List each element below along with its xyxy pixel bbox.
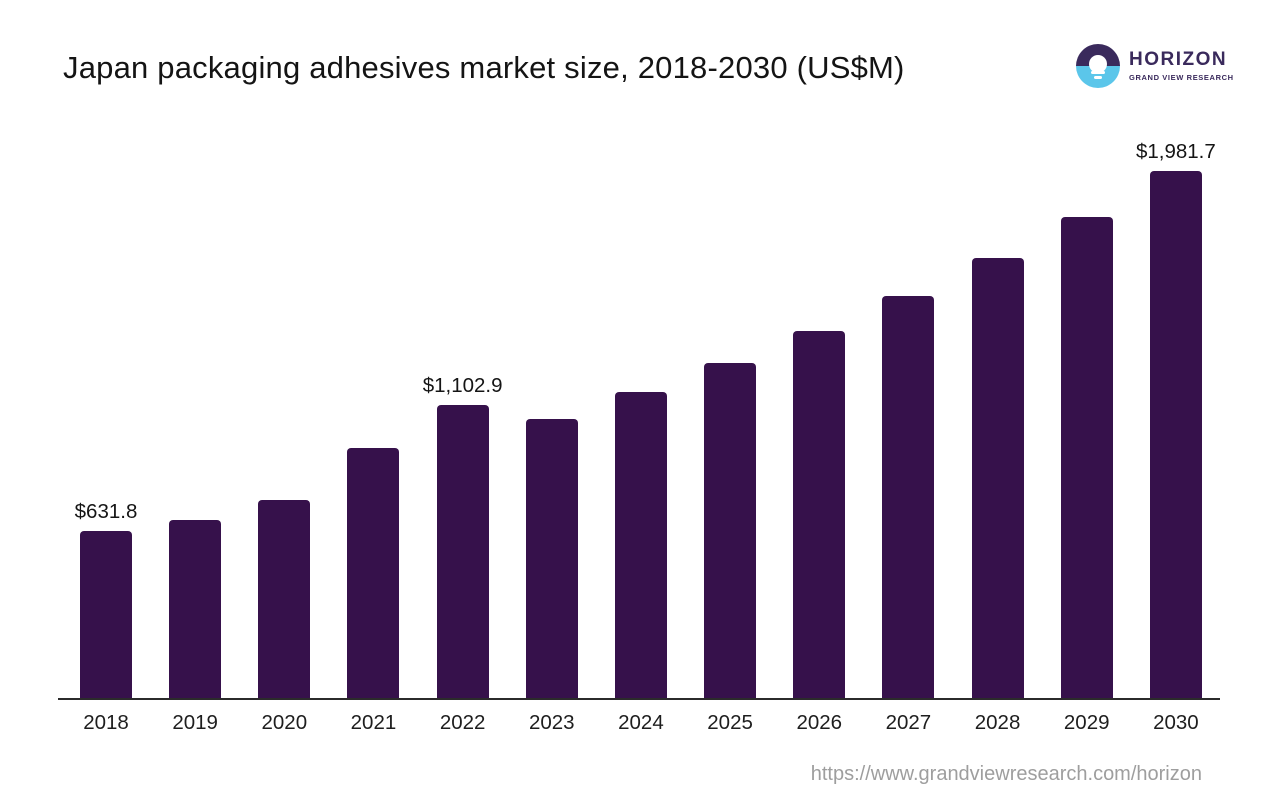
bar-rect-2028 [971,257,1024,699]
bar-rect-2018 [80,530,132,699]
bar-2021 [347,139,400,699]
x-tick-2022: 2022 [439,711,486,734]
chart-title: Japan packaging adhesives market size, 2… [63,50,905,85]
bar-2026 [793,139,846,699]
x-tick-2028: 2028 [974,711,1021,734]
logo-subtitle: GRAND VIEW RESEARCH [1129,72,1234,82]
bar-2022: $1,102.9 [423,139,503,699]
bar-rect-2026 [793,331,846,699]
bar-rect-2023 [525,418,578,699]
bar-2024 [614,139,667,699]
horizon-sun-icon [1076,44,1120,88]
bar-2019 [169,139,222,699]
bar-2029 [1060,139,1113,699]
bar-rect-2019 [169,519,222,699]
bar-rect-2022 [436,404,489,699]
bar-2027 [882,139,935,699]
bar-2030: $1,981.7 [1136,139,1216,699]
bar-2020 [258,139,311,699]
bar-value-label-2022: $1,102.9 [422,373,503,397]
bar-rect-2025 [704,363,757,699]
logo-reflection-line-1 [1091,71,1105,74]
x-tick-2024: 2024 [618,711,664,734]
x-tick-2021: 2021 [350,711,397,734]
horizon-logo: HORIZON GRAND VIEW RESEARCH [1076,44,1234,88]
x-axis-tick-labels: 2018 2019 2020 2021 2022 2023 2024 2025 2026 2027… [80,711,1202,735]
logo-sun-circle [1089,55,1107,73]
bar-value-label-2030: $1,981.7 [1135,139,1216,163]
bar-2025 [704,139,757,699]
bar-rect-2020 [258,499,311,699]
x-tick-2030: 2030 [1153,711,1199,734]
bar-rect-2027 [882,295,935,699]
bar-2023 [525,139,578,699]
x-tick-2027: 2027 [885,711,932,734]
bar-chart-plot-area: $631.8 $1,102.9 $1,981.7 [75,139,1216,699]
x-axis-line [58,698,1220,700]
x-tick-2020: 2020 [261,711,308,734]
x-tick-2018: 2018 [83,711,129,734]
bar-2028 [971,139,1024,699]
bar-value-label-2018: $631.8 [74,499,138,523]
bar-rect-2021 [347,447,400,699]
bar-rect-2024 [614,391,667,699]
x-tick-2026: 2026 [796,711,843,734]
bar-rect-2030 [1149,170,1202,699]
x-tick-2019: 2019 [172,711,218,734]
bar-rect-2029 [1060,216,1113,699]
bar-2018: $631.8 [75,139,137,699]
logo-wordmark: HORIZON [1129,49,1228,71]
logo-text: HORIZON GRAND VIEW RESEARCH [1129,50,1234,82]
x-tick-2023: 2023 [528,711,575,734]
source-url: https://www.grandviewresearch.com/horizo… [810,763,1202,785]
logo-reflection-line-2 [1094,76,1102,79]
x-tick-2025: 2025 [707,711,753,734]
x-tick-2029: 2029 [1063,711,1110,734]
